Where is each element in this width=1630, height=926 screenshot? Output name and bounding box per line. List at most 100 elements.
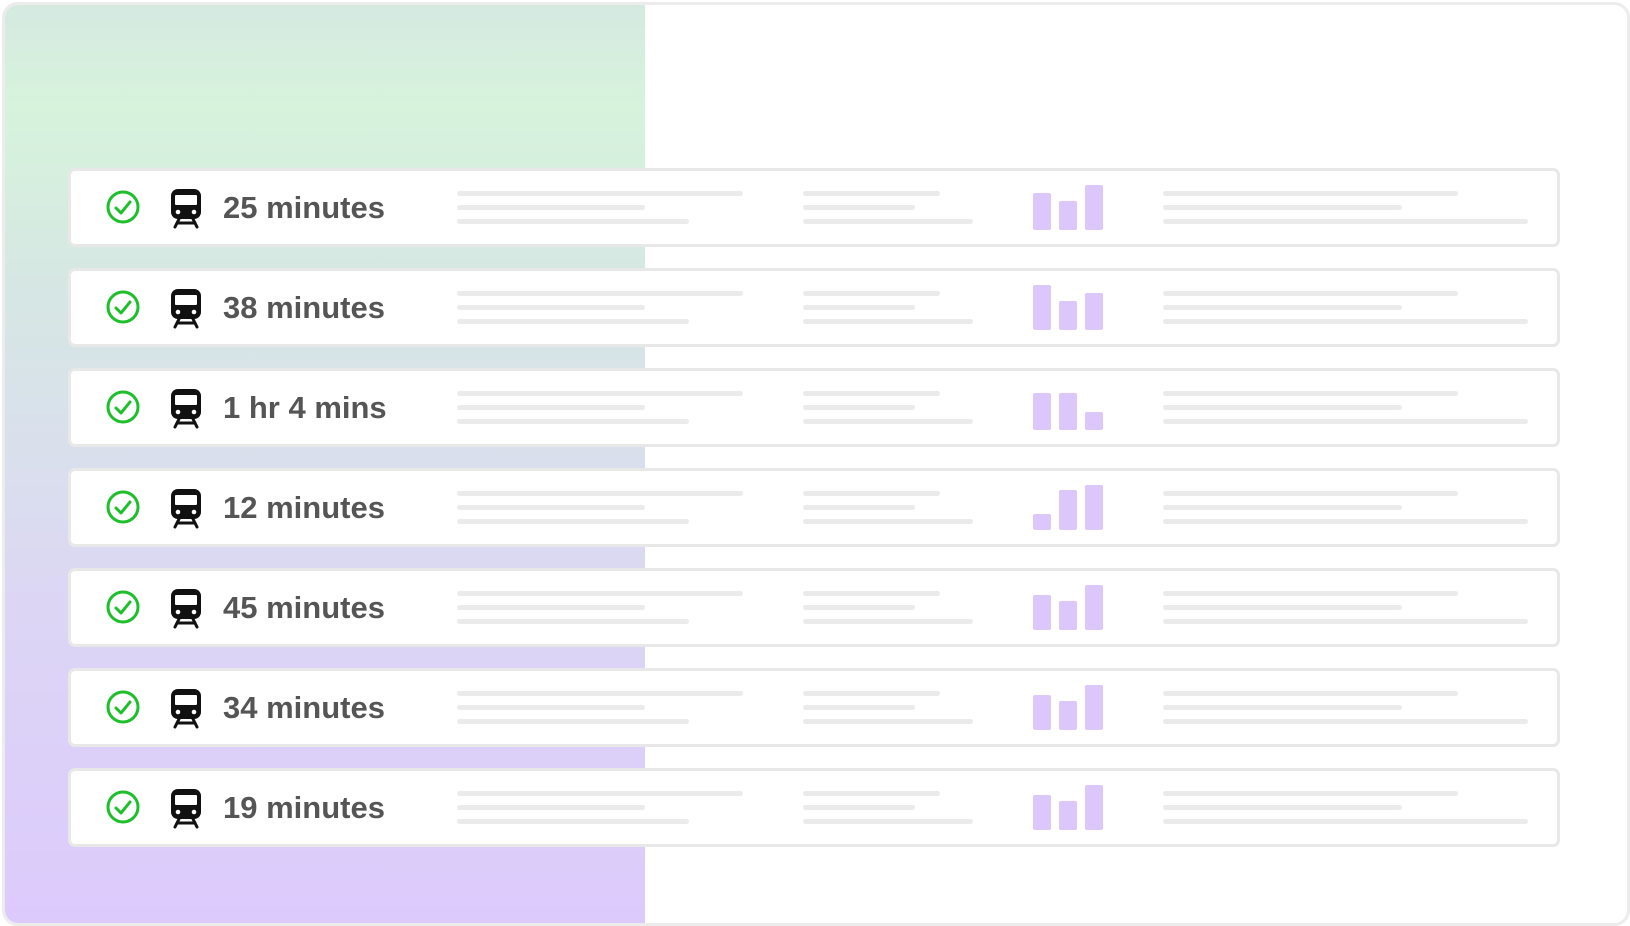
skeleton-line [1163, 519, 1528, 524]
skeleton-line [803, 319, 973, 324]
duration: 12 minutes [223, 490, 385, 525]
skeleton-line [1163, 391, 1458, 396]
skeleton-line [1163, 505, 1402, 510]
skeleton-line [803, 205, 915, 210]
train-icon [171, 589, 201, 629]
skeleton-line [803, 819, 973, 824]
skeleton-line [1163, 291, 1458, 296]
signal-bar [1085, 293, 1103, 330]
signal-bar [1085, 485, 1103, 530]
duration: 45 minutes [223, 590, 385, 625]
skeleton-line [457, 791, 743, 796]
route-row: 38 minutes [68, 268, 1560, 347]
skeleton-line [803, 605, 915, 610]
route-row: 12 minutes [68, 468, 1560, 547]
skeleton-line [1163, 705, 1402, 710]
signal-bar [1085, 785, 1103, 830]
row-icons [106, 289, 201, 329]
skeleton-line [1163, 205, 1402, 210]
skeleton-line [1163, 191, 1458, 196]
skeleton-line [457, 519, 689, 524]
skeleton-line [457, 691, 743, 696]
skeleton-line [457, 705, 645, 710]
skeleton-line [803, 505, 915, 510]
skeleton-line [803, 591, 940, 596]
skeleton-line [803, 791, 940, 796]
skeleton-line [1163, 305, 1402, 310]
skeleton-line [457, 405, 645, 410]
signal-bar [1085, 185, 1103, 230]
skeleton-line [457, 505, 645, 510]
skeleton-line [803, 191, 940, 196]
train-icon [171, 289, 201, 329]
skeleton-line [1163, 619, 1528, 624]
skeleton-line [457, 619, 689, 624]
check-icon [106, 690, 140, 724]
train-icon [171, 789, 201, 829]
train-icon [171, 189, 201, 229]
duration: 34 minutes [223, 690, 385, 725]
signal-bar [1059, 801, 1077, 830]
route-row: 19 minutes [68, 768, 1560, 847]
row-icons [106, 189, 201, 229]
skeleton-line [803, 491, 940, 496]
row-icons [106, 789, 201, 829]
signal-bar [1059, 490, 1077, 530]
skeleton-line [803, 719, 973, 724]
train-icon [171, 489, 201, 529]
skeleton-line [803, 305, 915, 310]
check-icon [106, 790, 140, 824]
skeleton-line [457, 291, 743, 296]
signal-bar [1085, 412, 1103, 430]
skeleton-line [457, 191, 743, 196]
signal-bar [1059, 393, 1077, 430]
skeleton-line [1163, 219, 1528, 224]
skeleton-line [1163, 791, 1458, 796]
signal-bar [1033, 595, 1051, 630]
skeleton-line [803, 219, 973, 224]
signal-bar [1033, 285, 1051, 330]
skeleton-line [457, 205, 645, 210]
skeleton-line [1163, 591, 1458, 596]
skeleton-line [457, 219, 689, 224]
signal-bar [1059, 701, 1077, 730]
skeleton-line [457, 805, 645, 810]
skeleton-line [457, 605, 645, 610]
check-icon [106, 290, 140, 324]
skeleton-line [1163, 805, 1402, 810]
signal-bar [1033, 193, 1051, 230]
signal-bar [1033, 695, 1051, 730]
check-icon [106, 490, 140, 524]
skeleton-line [457, 305, 645, 310]
skeleton-line [1163, 405, 1402, 410]
skeleton-line [1163, 491, 1458, 496]
skeleton-line [803, 419, 973, 424]
route-row: 34 minutes [68, 668, 1560, 747]
row-icons [106, 689, 201, 729]
signal-bar [1059, 301, 1077, 330]
skeleton-line [1163, 719, 1528, 724]
duration: 25 minutes [223, 190, 385, 225]
train-icon [171, 689, 201, 729]
check-icon [106, 190, 140, 224]
check-icon [106, 390, 140, 424]
duration: 1 hr 4 mins [223, 390, 387, 425]
route-row: 1 hr 4 mins [68, 368, 1560, 447]
skeleton-line [457, 719, 689, 724]
duration: 38 minutes [223, 290, 385, 325]
skeleton-line [457, 819, 689, 824]
signal-bar [1085, 585, 1103, 630]
skeleton-line [1163, 605, 1402, 610]
skeleton-line [803, 291, 940, 296]
row-icons [106, 389, 201, 429]
skeleton-line [803, 519, 973, 524]
skeleton-line [803, 405, 915, 410]
duration: 19 minutes [223, 790, 385, 825]
train-icon [171, 389, 201, 429]
skeleton-line [1163, 319, 1528, 324]
skeleton-line [803, 391, 940, 396]
skeleton-line [803, 691, 940, 696]
signal-bar [1059, 201, 1077, 230]
signal-bar [1033, 514, 1051, 530]
